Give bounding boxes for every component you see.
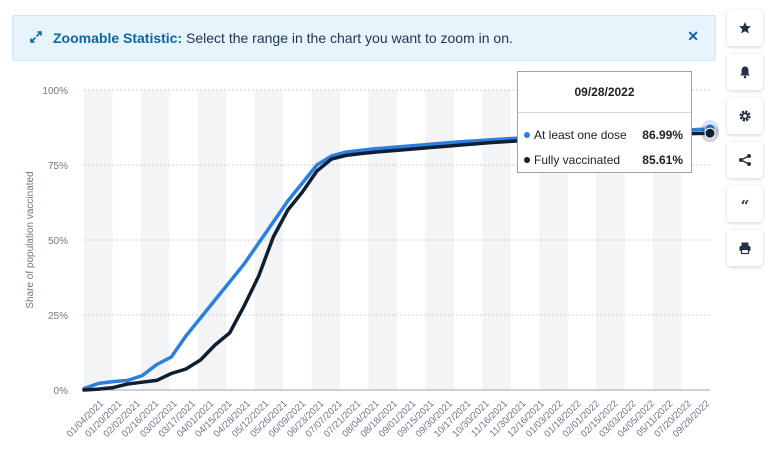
banner-message: Select the range in the chart you want t… [186,30,513,46]
banner-title: Zoomable Statistic: [53,30,183,46]
action-sidebar: “ [727,10,765,274]
y-tick-label: 50% [48,236,68,247]
chart-tooltip: 09/28/2022 At least one dose 86.99% Full… [517,71,692,173]
print-button[interactable] [727,230,763,266]
series-color-dot [524,131,530,138]
y-tick-label: 0% [54,386,69,397]
tooltip-date: 09/28/2022 [518,72,691,113]
series-endpoints [701,120,719,143]
y-axis-title: Share of population vaccinated [25,171,36,308]
series-color-dot [524,156,530,163]
expand-arrows-icon [30,31,42,43]
tooltip-label: At least one dose [534,128,627,142]
y-tick-label: 25% [48,311,68,322]
y-tick-label: 100% [42,86,68,97]
tooltip-label: Fully vaccinated [534,153,621,167]
tooltip-row-first-dose: At least one dose 86.99% [524,127,683,143]
share-button[interactable] [727,142,763,178]
y-tick-label: 75% [48,161,68,172]
x-tick-labels: 01/04/202101/20/202102/02/202102/16/2021… [65,398,712,439]
settings-button[interactable] [727,98,763,134]
tooltip-value: 86.99% [642,128,683,142]
quote-icon: “ [740,196,750,215]
star-icon [739,22,751,34]
gear-icon [739,110,751,122]
share-icon [739,154,751,166]
print-icon [739,242,751,255]
cite-button[interactable]: “ [727,186,763,222]
zoom-banner: Zoomable Statistic: Select the range in … [12,15,716,61]
tooltip-row-fully-vaccinated: Fully vaccinated 85.61% [524,152,683,168]
banner-text: Zoomable Statistic: Select the range in … [53,30,513,46]
y-tick-labels: 0% 25% 50% 75% 100% [42,86,68,397]
bell-icon [740,66,750,79]
alert-button[interactable] [727,54,763,90]
endpoint-marker [704,127,716,139]
tooltip-value: 85.61% [642,153,683,167]
favorite-button[interactable] [727,10,763,46]
close-icon[interactable]: ✕ [687,28,699,44]
